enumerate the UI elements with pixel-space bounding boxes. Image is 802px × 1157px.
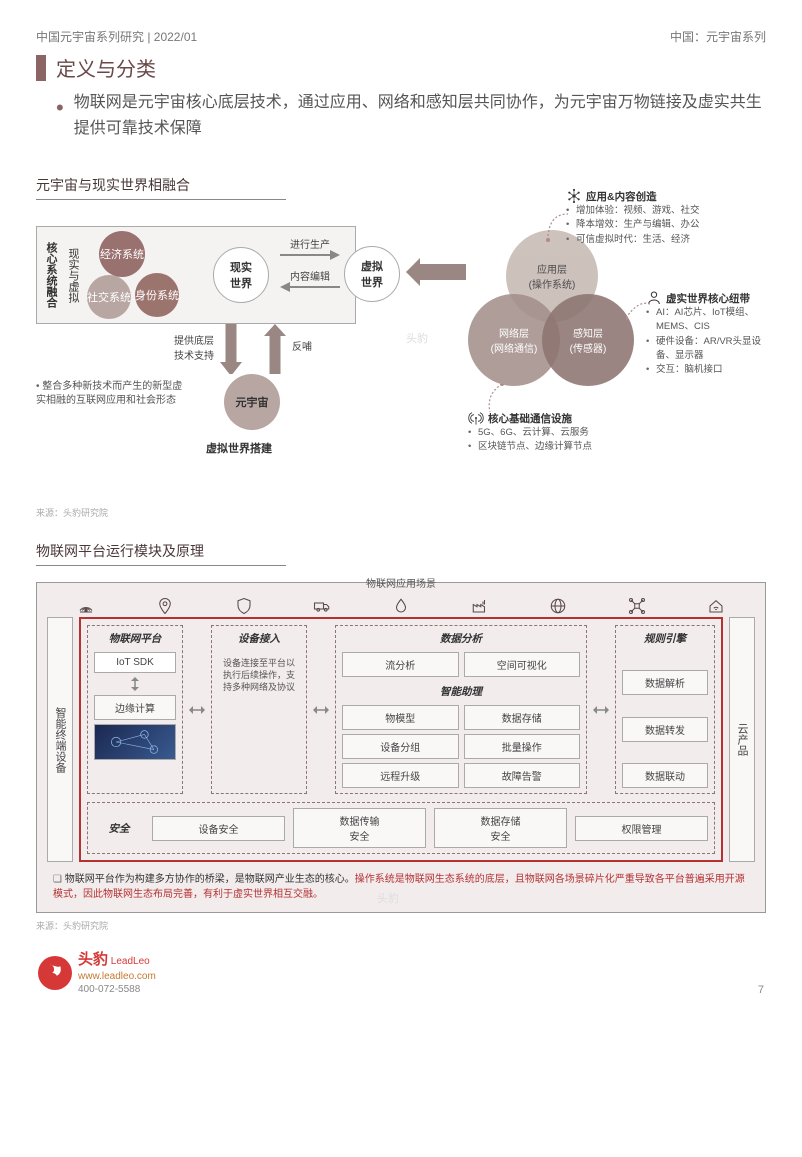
footer-tel: 400-072-5588	[78, 983, 156, 996]
analysis-col: 数据分析 流分析 空间可视化 智能助理 物模型数据存储 设备分组批量操作 远程升…	[335, 625, 587, 794]
diagram-integration: 头豹 核心系统融合 现实与虚拟 经济系统 社交系统 身份系统 现实 世界 进行生…	[36, 210, 766, 500]
vlabel-rv: 现实与虚拟	[65, 248, 81, 303]
arrow-up-right-icon	[260, 324, 290, 374]
callout-app: 应用&内容创造 增加体验：视频、游戏、社交 降本增效：生产与编辑、办公 可信虚拟…	[566, 188, 766, 247]
watermark: 头豹	[406, 330, 428, 346]
security-row-box: 安全 设备安全 数据传输 安全 数据存储 安全 权限管理	[79, 800, 723, 862]
arrow-down-left-icon	[216, 324, 246, 374]
page-number: 7	[758, 984, 764, 996]
red-border-box: 物联网平台 IoT SDK 边缘计算 设备接入 设备连接至平台以执行后续操作，支…	[79, 617, 723, 802]
rules-col: 规则引擎 数据解析 数据转发 数据联动	[615, 625, 715, 794]
page-title: 定义与分类	[56, 53, 156, 82]
chip-sdk: IoT SDK	[94, 652, 176, 673]
circle-social: 社交系统	[87, 275, 131, 319]
scenario-icons	[47, 594, 755, 617]
section1-source: 来源：头豹研究院	[36, 506, 766, 519]
title-accent-bar	[36, 55, 46, 81]
circle-real: 现实 世界	[213, 247, 269, 303]
circle-econ: 经济系统	[99, 231, 145, 277]
drone-icon	[628, 597, 646, 615]
chip-stream: 流分析	[342, 652, 459, 677]
radar-icon	[77, 597, 95, 615]
section2-heading: 物联网平台运行模块及原理	[36, 541, 286, 566]
truck-icon	[313, 597, 331, 615]
left-vlabel: 智能终端设备	[47, 617, 73, 862]
footer: 头豹 LeadLeo www.leadleo.com 400-072-5588 …	[36, 950, 766, 996]
intro-text: 物联网是元宇宙核心底层技术，通过应用、网络和感知层共同协作，为元宇宙万物链接及虚…	[56, 90, 766, 141]
home-wifi-icon	[707, 597, 725, 615]
metaverse-build-label: 虚拟世界搭建	[206, 440, 272, 456]
section2-source: 来源：头豹研究院	[36, 919, 766, 932]
factory-icon	[471, 597, 489, 615]
drop-icon	[392, 597, 410, 615]
big-arrow-icon	[406, 258, 466, 286]
section1-heading: 元宇宙与现实世界相融合	[36, 175, 286, 200]
arrow-label-support: 提供底层 技术支持	[156, 332, 214, 362]
dotted-connector-3	[486, 384, 506, 414]
logo-block: 头豹 LeadLeo www.leadleo.com 400-072-5588	[38, 950, 156, 996]
access-col: 设备接入 设备连接至平台以执行后续操作，支持多种网络及协议	[211, 625, 307, 794]
location-icon	[156, 597, 174, 615]
dia2-note: ❏ 物联网平台作为构建多方协作的桥梁，是物联网产业生态的核心。操作系统是物联网生…	[47, 872, 755, 902]
callout-infra: 核心基础通信设施 5G、6G、云计算、云服务 区块链节点、边缘计算节点	[468, 410, 698, 455]
circle-metaverse: 元宇宙	[224, 374, 280, 430]
antenna-icon	[468, 410, 484, 426]
arrow-label-feedback: 反哺	[292, 338, 312, 353]
metaverse-note: • 整合多种新技术而产生的新型虚实相融的互联网应用和社会形态	[36, 380, 186, 408]
chip-spatial: 空间可视化	[464, 652, 581, 677]
arrow-left-icon	[280, 280, 340, 294]
header-left: 中国元宇宙系列研究 | 2022/01	[36, 28, 197, 45]
right-vlabel: 云产品	[729, 617, 755, 862]
globe-icon	[549, 597, 567, 615]
footer-url[interactable]: www.leadleo.com	[78, 970, 156, 983]
title-row: 定义与分类	[36, 53, 766, 82]
scenario-label: 物联网应用场景	[47, 575, 755, 590]
header-right: 中国：元宇宙系列	[670, 28, 766, 45]
bi-arrow-v-icon	[125, 677, 145, 691]
venn-diagram: 应用层 (操作系统) 网络层 (网络通信) 感知层 (传感器)	[468, 230, 638, 400]
diagram-iot-platform: 物联网应用场景 智能终端设备 物联网平台 IoT SDK	[36, 582, 766, 913]
shield-icon	[235, 597, 253, 615]
bi-arrow-h-3-icon	[593, 650, 609, 770]
venn-sense: 感知层 (传感器)	[542, 294, 634, 386]
chip-edge: 边缘计算	[94, 695, 176, 720]
platform-col: 物联网平台 IoT SDK 边缘计算	[87, 625, 183, 794]
edge-image-placeholder	[94, 724, 176, 760]
dotted-connector-1	[546, 212, 570, 242]
bi-arrow-h-1-icon	[189, 650, 205, 770]
molecule-icon	[566, 188, 582, 204]
circle-virtual: 虚拟 世界	[344, 246, 400, 302]
circle-identity: 身份系统	[135, 273, 179, 317]
logo-icon	[38, 956, 72, 990]
arrow-right-icon	[280, 248, 340, 262]
vlabel-core: 核心系统融合	[43, 242, 59, 308]
callout-corelink: 虚实世界核心纽带 AI：AI芯片、IoT模组、MEMS、CIS 硬件设备：AR/…	[646, 290, 776, 377]
bi-arrow-h-2-icon	[313, 650, 329, 770]
dotted-connector-2	[626, 300, 650, 320]
